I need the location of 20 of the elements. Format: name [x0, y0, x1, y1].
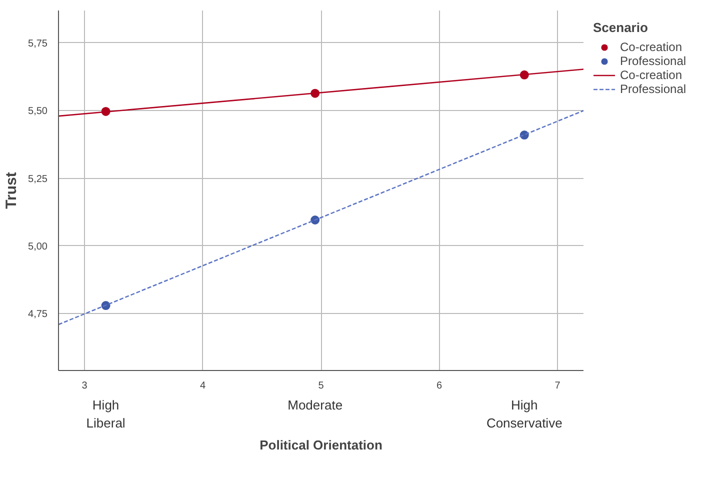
x-tick-label: 7 [554, 380, 561, 392]
x-tick-label: 5 [318, 380, 324, 392]
text: High Liberal [86, 398, 126, 430]
y-tick-label: 5,00 [28, 241, 48, 252]
y-tick-label: 5,50 [28, 106, 48, 118]
legend-label: Co-creation [620, 68, 682, 82]
x-tick-label: 6 [436, 380, 442, 392]
text: Moderate [288, 398, 343, 412]
y-tick-label: 5,75 [28, 38, 48, 50]
y-tick-label: 5,25 [28, 174, 48, 185]
x-axis-title: Political Orientation [260, 438, 382, 452]
x-tick-label: 4 [200, 380, 206, 392]
legend-label: Professional [620, 82, 686, 96]
legend-label: Professional [620, 54, 686, 68]
legend-label: Co-creation [620, 40, 682, 54]
x-tick-label: 3 [82, 380, 88, 392]
legend-title: Scenario [593, 20, 649, 35]
y-axis-title: Trust [3, 172, 20, 209]
y-tick-label: 4,75 [28, 309, 48, 320]
text: High Conservative [486, 398, 562, 430]
